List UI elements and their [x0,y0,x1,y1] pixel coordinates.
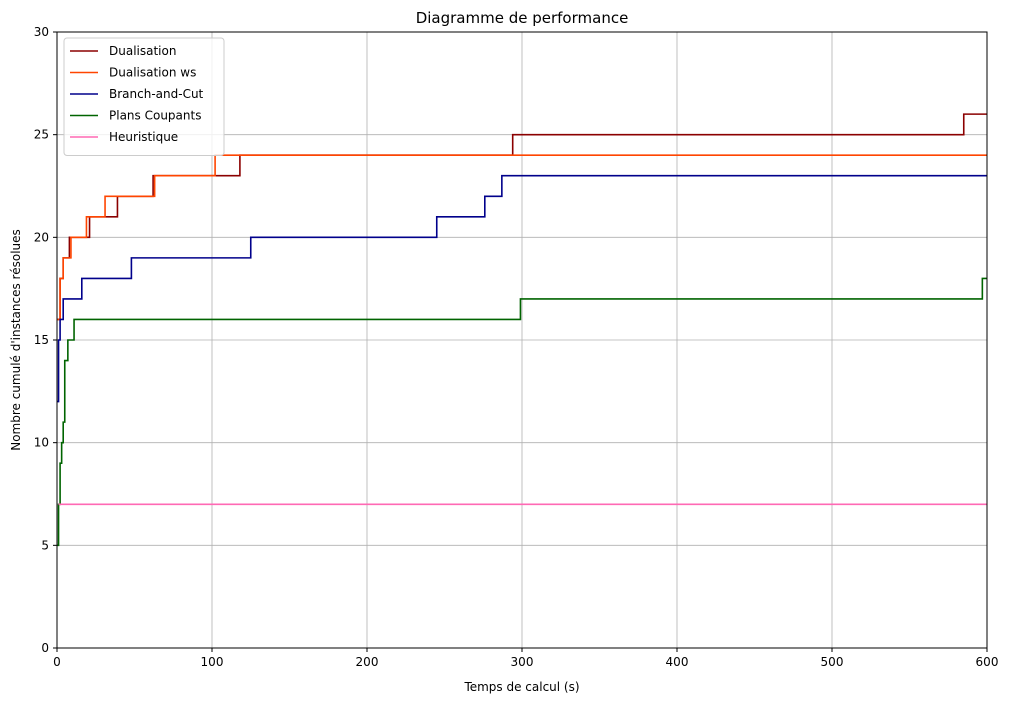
series-line-dualisation-ws [57,154,987,321]
legend-label: Dualisation ws [109,66,196,80]
x-tick-label: 200 [356,655,379,669]
series-layer [57,113,987,547]
legend-box [63,37,225,156]
y-tick-label: 20 [34,230,49,244]
x-tick-label: 500 [821,655,844,669]
legend-label: Plans Coupants [109,109,201,123]
x-tick-label: 100 [201,655,224,669]
x-tick-label: 400 [666,655,689,669]
y-tick-label: 5 [41,538,49,552]
x-axis-label: Temps de calcul (s) [463,680,579,694]
legend: Dualisation Dualisation ws Branch-and-Cut P… [63,37,225,156]
legend-label: Heuristique [109,130,178,144]
chart-title: Diagramme de performance [416,9,629,27]
ticks-layer: 0 100 200 300 400 500 600 0 5 10 15 20 25 30 [34,25,999,669]
x-tick-label: 600 [976,655,999,669]
series-line-plans-coupants [57,277,987,547]
y-tick-label: 30 [34,25,49,39]
y-axis-label: Nombre cumulé d'instances résolues [9,229,23,451]
y-tick-label: 10 [34,436,49,450]
series-line-branch-and-cut [57,174,987,403]
y-tick-label: 25 [34,128,49,142]
legend-label: Dualisation [109,44,176,58]
x-tick-label: 300 [511,655,534,669]
x-tick-label: 0 [53,655,61,669]
y-tick-label: 0 [41,641,49,655]
y-tick-label: 15 [34,333,49,347]
legend-label: Branch-and-Cut [109,87,204,101]
